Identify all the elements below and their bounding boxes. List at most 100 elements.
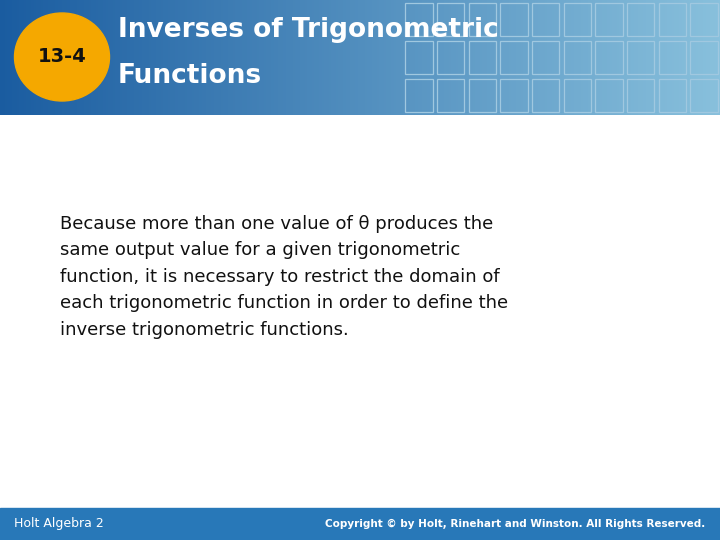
Bar [310,0,312,115]
Bar [153,0,156,115]
Bar [132,0,135,115]
Bar [99,0,101,115]
Bar [216,0,218,115]
Bar [281,0,283,115]
Bar [110,0,113,115]
Bar [324,0,326,115]
Bar [351,0,353,115]
Bar [74,0,77,115]
Bar [149,0,151,115]
Bar [415,0,418,115]
Bar [660,0,662,115]
Bar [444,0,446,115]
Bar [209,0,211,115]
Bar [446,0,449,115]
Bar [581,0,583,115]
Bar [367,0,369,115]
Bar [194,0,197,115]
Bar [643,0,646,115]
Bar [182,0,185,115]
Bar [108,0,110,115]
Bar [703,0,706,115]
Bar [257,0,259,115]
Bar [513,0,516,115]
Bar [122,0,125,115]
Bar [50,0,53,115]
Bar [506,0,509,115]
Bar [469,79,496,112]
Bar [500,79,528,112]
Bar [58,0,60,115]
Bar [532,79,559,112]
Bar [545,0,547,115]
Bar [29,0,31,115]
Bar [420,0,423,115]
Bar [405,0,408,115]
Bar [571,0,574,115]
Bar [127,0,130,115]
Bar [405,3,433,36]
Bar [77,0,79,115]
Bar [63,0,65,115]
Bar [518,0,521,115]
Bar [531,0,533,115]
Bar [72,0,74,115]
Bar [492,0,495,115]
Bar [706,0,708,115]
Bar [103,0,106,115]
Bar [469,41,496,74]
Bar [434,0,437,115]
Bar [2,0,5,115]
Bar [45,0,48,115]
Bar [456,0,459,115]
Bar [619,0,621,115]
Bar [532,3,559,36]
Bar [70,0,72,115]
Bar [454,0,456,115]
Bar [684,0,686,115]
Bar [346,0,348,115]
Bar [65,0,67,115]
Bar [504,0,506,115]
Bar [266,0,269,115]
Bar [701,0,703,115]
Bar [288,0,290,115]
Bar [223,0,225,115]
Bar [168,0,171,115]
Bar [36,0,38,115]
Bar [286,0,288,115]
Bar [60,0,63,115]
Bar [595,79,623,112]
Bar [146,0,149,115]
Bar [180,0,182,115]
Bar [441,0,444,115]
Bar [670,0,672,115]
Bar [228,0,230,115]
Bar [22,0,24,115]
Bar [139,0,142,115]
Bar [214,0,216,115]
Bar [490,0,492,115]
Bar [89,0,91,115]
Bar [468,0,470,115]
Bar [627,79,654,112]
Bar [358,0,360,115]
Bar [274,0,276,115]
Bar [293,0,295,115]
Bar [341,0,343,115]
Bar [487,0,490,115]
Bar [158,0,161,115]
Bar [31,0,34,115]
Bar [629,0,631,115]
Text: Because more than one value of θ produces the
same output value for a given trig: Because more than one value of θ produce… [60,215,508,339]
Bar [713,0,715,115]
Bar [117,0,120,115]
Bar [437,41,464,74]
Bar [34,0,36,115]
Bar [449,0,451,115]
Bar [166,0,168,115]
Bar [125,0,127,115]
Bar [559,0,562,115]
Bar [639,0,641,115]
Bar [542,0,545,115]
